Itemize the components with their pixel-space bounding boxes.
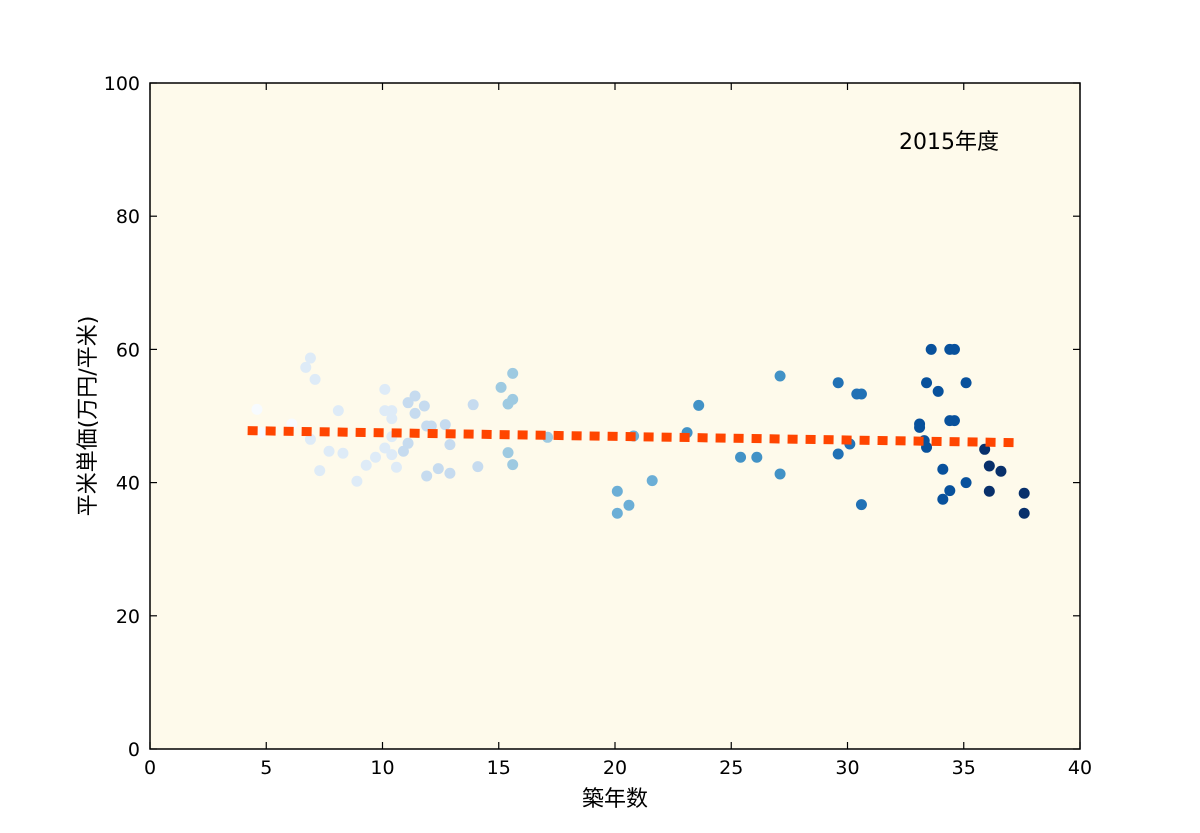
data-point xyxy=(921,377,933,389)
data-point xyxy=(995,465,1007,477)
data-point xyxy=(300,361,312,373)
data-point xyxy=(409,407,421,419)
data-point xyxy=(983,485,995,497)
data-point xyxy=(432,463,444,475)
x-axis-ticks: 0 5 10 15 20 25 30 35 40 xyxy=(144,83,1092,779)
data-point xyxy=(304,352,316,364)
y-axis-ticks: 0 20 40 60 80 100 xyxy=(104,73,1080,761)
data-point xyxy=(623,499,635,511)
data-point xyxy=(444,439,456,451)
data-point xyxy=(409,390,421,402)
data-point xyxy=(386,413,398,425)
data-point xyxy=(360,459,372,471)
data-point xyxy=(425,420,437,432)
data-point xyxy=(418,400,430,412)
x-tick-label: 40 xyxy=(1068,757,1092,779)
data-point xyxy=(944,485,956,497)
data-point xyxy=(370,451,382,463)
data-point xyxy=(421,470,433,482)
x-tick-label: 35 xyxy=(952,757,976,779)
data-point xyxy=(507,393,519,405)
data-point xyxy=(914,421,926,433)
x-axis-title: 築年数 xyxy=(582,787,648,812)
data-point xyxy=(472,461,484,473)
year-annotation: 2015年度 xyxy=(899,130,999,155)
data-point xyxy=(611,485,623,497)
data-point xyxy=(439,419,451,431)
data-point xyxy=(937,493,949,505)
data-point xyxy=(937,463,949,475)
y-tick-label: 40 xyxy=(116,473,140,495)
data-point xyxy=(323,445,335,457)
trend-line-layer xyxy=(247,426,1015,448)
data-point xyxy=(507,459,519,471)
data-point xyxy=(467,399,479,411)
data-point xyxy=(960,377,972,389)
y-axis-title: 平米単価(万円/平米) xyxy=(76,316,101,517)
data-point xyxy=(402,397,414,409)
data-point xyxy=(502,447,514,459)
data-point xyxy=(948,415,960,427)
x-tick-label: 20 xyxy=(603,757,627,779)
data-point xyxy=(611,507,623,519)
data-point xyxy=(507,367,519,379)
data-point xyxy=(1018,487,1030,499)
y-tick-label: 80 xyxy=(116,206,140,228)
y-tick-label: 60 xyxy=(116,339,140,361)
data-point xyxy=(774,468,786,480)
x-tick-label: 5 xyxy=(260,757,272,779)
data-point xyxy=(735,451,747,463)
data-point xyxy=(314,465,326,477)
x-tick-label: 0 xyxy=(144,757,156,779)
data-point xyxy=(337,447,349,459)
y-tick-label: 0 xyxy=(128,739,140,761)
data-point xyxy=(379,383,391,395)
data-point xyxy=(379,442,391,454)
x-tick-label: 30 xyxy=(835,757,859,779)
data-point xyxy=(397,445,409,457)
data-point xyxy=(921,441,933,453)
data-point xyxy=(286,418,298,430)
data-point xyxy=(251,403,263,415)
data-point xyxy=(855,388,867,400)
data-point xyxy=(983,460,995,472)
data-points xyxy=(251,343,1030,519)
data-point xyxy=(304,433,316,445)
data-point xyxy=(832,448,844,460)
data-point xyxy=(332,405,344,417)
data-point xyxy=(1018,507,1030,519)
data-point xyxy=(693,399,705,411)
data-point xyxy=(495,381,507,393)
data-point xyxy=(386,449,398,461)
data-point xyxy=(925,343,937,355)
data-point xyxy=(751,451,763,463)
data-point xyxy=(386,405,398,417)
data-point xyxy=(309,373,321,385)
data-point xyxy=(256,427,268,439)
data-point xyxy=(960,477,972,489)
trend-line xyxy=(247,426,1015,448)
y-tick-label: 20 xyxy=(116,606,140,628)
data-point xyxy=(855,499,867,511)
data-point xyxy=(390,461,402,473)
data-point xyxy=(932,385,944,397)
data-point xyxy=(351,475,363,487)
x-tick-label: 15 xyxy=(487,757,511,779)
y-tick-label: 100 xyxy=(104,73,140,95)
x-tick-label: 25 xyxy=(719,757,743,779)
data-point xyxy=(402,437,414,449)
data-point xyxy=(832,377,844,389)
data-point xyxy=(948,343,960,355)
plot-area xyxy=(150,83,1080,749)
data-point xyxy=(646,475,658,487)
data-point xyxy=(444,467,456,479)
x-tick-label: 10 xyxy=(370,757,394,779)
data-point xyxy=(774,370,786,382)
